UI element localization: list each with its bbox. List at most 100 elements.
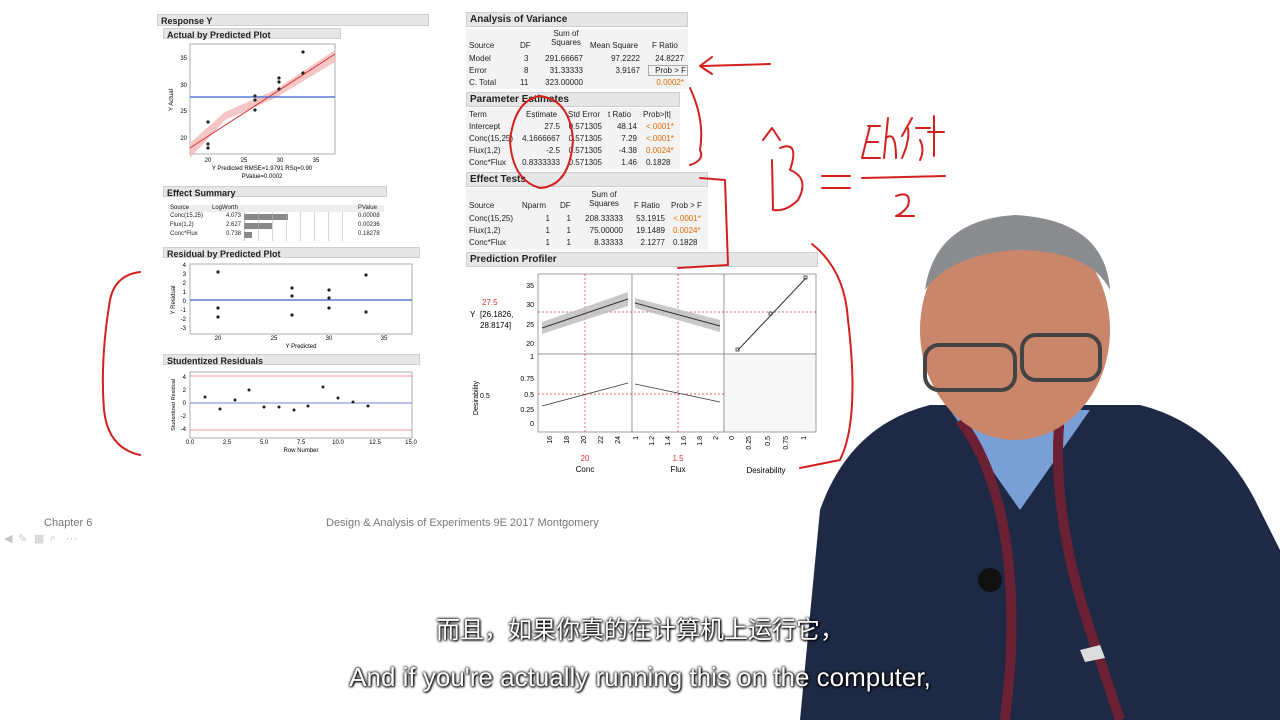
ytick: 25 <box>180 109 187 115</box>
svg-text:16: 16 <box>547 436 554 444</box>
svg-text:0: 0 <box>729 436 736 440</box>
prediction-profiler: 27.5 Y [26.1826, 28.8174] Desirability 0… <box>470 273 817 475</box>
svg-text:30: 30 <box>526 302 534 309</box>
svg-text:25: 25 <box>271 336 278 342</box>
svg-text:0: 0 <box>183 299 187 305</box>
svg-text:-2: -2 <box>181 317 187 323</box>
response-title[interactable]: Response Y <box>157 14 429 26</box>
svg-text:0: 0 <box>530 421 534 428</box>
y-axis-label: Y Residual <box>171 286 177 315</box>
logworth: 0.738 <box>226 231 242 237</box>
svg-text:0.5: 0.5 <box>765 436 772 446</box>
svg-text:0.5: 0.5 <box>480 393 490 400</box>
ytick: 30 <box>180 83 187 89</box>
pvalue-caption: PValue=0.0002 <box>242 174 283 180</box>
effect-row[interactable]: Flux(1,2) <box>170 222 194 228</box>
svg-text:Flux: Flux <box>670 465 685 474</box>
svg-text:-3: -3 <box>181 326 187 332</box>
svg-text:20: 20 <box>581 436 588 444</box>
book-footer: Design & Analysis of Experiments 9E 2017… <box>326 517 599 529</box>
prev-arrow-icon[interactable]: ◀ <box>4 533 13 545</box>
svg-text:0.25: 0.25 <box>746 436 753 450</box>
presenter-video <box>800 215 1280 720</box>
slides-icon[interactable]: ▦ <box>34 533 45 545</box>
xtick: 35 <box>313 158 320 164</box>
anova-table: Source DF Sum of Squares Mean Square F R… <box>466 29 688 89</box>
svg-text:5.0: 5.0 <box>260 440 269 446</box>
more-icon[interactable]: ⋯ <box>66 533 77 545</box>
svg-text:0.0: 0.0 <box>186 440 195 446</box>
y-axis-label: Studentized Residual <box>171 379 177 431</box>
studentized-residuals-header[interactable]: Studentized Residuals <box>163 354 420 366</box>
subtitle-english: And if you're actually running this on t… <box>349 662 931 692</box>
svg-text:20: 20 <box>581 454 590 463</box>
svg-text:7.5: 7.5 <box>297 440 306 446</box>
svg-text:0.25: 0.25 <box>520 407 534 414</box>
subtitle-chinese: 而且，如果你真的在计算机上运行它， <box>436 617 844 644</box>
parameter-estimates-header[interactable]: Parameter Estimates <box>466 92 680 107</box>
svg-text:35: 35 <box>526 283 534 290</box>
pen-icon[interactable]: ✎ <box>18 533 28 545</box>
col-header: LogWorth <box>212 205 238 211</box>
svg-text:2: 2 <box>713 436 720 440</box>
pvalue: 0.00008 <box>358 213 380 219</box>
pvalue: 0.00236 <box>358 222 380 228</box>
effect-row[interactable]: Conc*Flux <box>170 231 198 237</box>
residual-by-predicted-header[interactable]: Residual by Predicted Plot <box>163 247 420 259</box>
svg-text:1.8: 1.8 <box>697 436 704 446</box>
svg-text:1: 1 <box>183 290 187 296</box>
xtick: 30 <box>277 158 284 164</box>
svg-text:10.0: 10.0 <box>332 440 344 446</box>
svg-text:20: 20 <box>215 336 222 342</box>
svg-text:20: 20 <box>526 341 534 348</box>
svg-text:1.2: 1.2 <box>649 436 656 446</box>
studentized-residuals-plot: Studentized Residual 4 2 0 -2 -4 0.0 2.5… <box>171 371 417 454</box>
x-axis-label: Y Predicted <box>286 344 317 350</box>
xtick: 25 <box>241 158 248 164</box>
actual-by-predicted-plot: Y Actual 35 30 25 20 20 25 30 35 Y Predi… <box>169 43 336 180</box>
logworth: 4.073 <box>226 213 242 219</box>
effect-tests-header[interactable]: Effect Tests <box>466 172 708 187</box>
y-axis-label: Y Actual <box>169 89 175 111</box>
svg-text:25: 25 <box>526 322 534 329</box>
rmse-caption: Y Predicted RMSE=1.9791 RSq=0.90 <box>212 166 313 172</box>
slide-controls[interactable]: ◀ ✎ ▦ ⌕ ⋯ <box>4 532 94 546</box>
effect-summary-header[interactable]: Effect Summary <box>163 186 387 198</box>
svg-text:1: 1 <box>530 354 534 361</box>
svg-text:35: 35 <box>381 336 388 342</box>
svg-text:-4: -4 <box>181 427 187 433</box>
svg-text:4: 4 <box>183 263 187 269</box>
effect-row[interactable]: Conc(15,25) <box>170 213 204 219</box>
svg-text:0.75: 0.75 <box>520 376 534 383</box>
svg-text:[26.1826,: [26.1826, <box>480 310 513 319</box>
svg-text:-2: -2 <box>181 414 187 420</box>
svg-text:30: 30 <box>326 336 333 342</box>
svg-text:1.4: 1.4 <box>665 436 672 446</box>
svg-text:Desirability: Desirability <box>473 380 480 415</box>
effect-tests-table: Source Nparm DF Sum of Squares F Ratio P… <box>466 188 708 250</box>
svg-text:12.5: 12.5 <box>369 440 381 446</box>
svg-text:2: 2 <box>183 388 187 394</box>
svg-text:2.5: 2.5 <box>223 440 232 446</box>
svg-text:0.75: 0.75 <box>783 436 790 450</box>
col-header: PValue <box>358 205 377 211</box>
svg-text:Desirability: Desirability <box>746 466 785 475</box>
chapter-footer: Chapter 6 <box>44 517 93 529</box>
svg-text:18: 18 <box>564 436 571 444</box>
svg-text:1: 1 <box>801 436 808 440</box>
zoom-icon[interactable]: ⌕ <box>50 532 57 544</box>
anova-header[interactable]: Analysis of Variance <box>466 12 688 27</box>
ytick: 35 <box>180 56 187 62</box>
svg-text:-1: -1 <box>181 308 187 314</box>
residual-by-predicted-plot: Y Residual 4 3 2 1 0 -1 -2 -3 20 25 30 3… <box>171 263 413 350</box>
xtick: 20 <box>205 158 212 164</box>
pvalue: 0.18278 <box>358 231 380 237</box>
svg-text:Conc: Conc <box>576 465 595 474</box>
svg-text:4: 4 <box>183 375 187 381</box>
prediction-profiler-header[interactable]: Prediction Profiler <box>466 252 818 267</box>
svg-text:28.8174]: 28.8174] <box>480 321 511 330</box>
actual-by-predicted-header[interactable]: Actual by Predicted Plot <box>163 28 341 40</box>
col-header: Source <box>170 205 190 211</box>
svg-text:1: 1 <box>633 436 640 440</box>
